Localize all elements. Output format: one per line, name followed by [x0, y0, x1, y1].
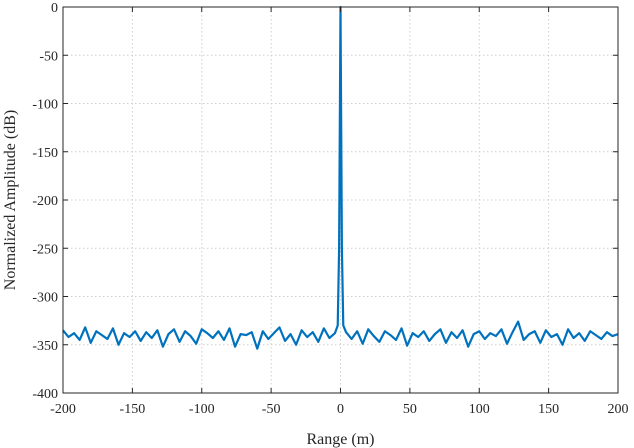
x-tick-label: -150 [120, 402, 146, 417]
y-tick-label: -50 [39, 49, 58, 64]
x-tick-label: -200 [50, 402, 76, 417]
y-axis-title: Normalized Amplitude (dB) [2, 110, 19, 290]
y-tick-label: -400 [32, 387, 58, 402]
x-tick-label: 200 [608, 402, 629, 417]
x-axis-title: Range (m) [307, 431, 375, 448]
x-tick-label: 100 [469, 402, 490, 417]
x-tick-label: 50 [403, 402, 417, 417]
y-tick-label: -100 [32, 98, 58, 113]
y-tick-label: -250 [32, 242, 58, 257]
y-tick-label: -300 [32, 291, 58, 306]
x-tick-label: -50 [262, 402, 281, 417]
y-tick-label: -150 [32, 146, 58, 161]
y-tick-label: 0 [51, 1, 58, 16]
x-tick-label: 150 [538, 402, 559, 417]
x-tick-label: -100 [189, 402, 215, 417]
y-tick-label: -200 [32, 194, 58, 209]
y-tick-label: -350 [32, 339, 58, 354]
x-tick-label: 0 [337, 402, 344, 417]
